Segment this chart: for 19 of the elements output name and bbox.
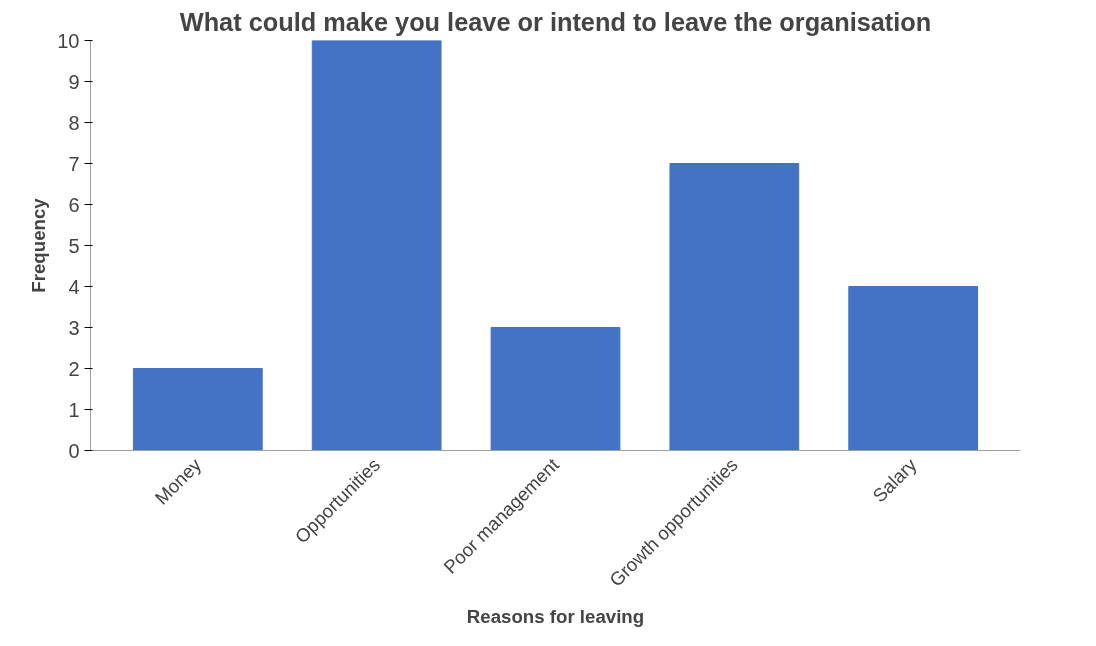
y-tick-label: 2 bbox=[68, 357, 80, 380]
y-tick-label: 7 bbox=[68, 152, 80, 175]
y-tick-label: 9 bbox=[68, 70, 80, 93]
y-tick-label: 10 bbox=[57, 29, 80, 52]
bar bbox=[132, 368, 263, 451]
x-axis-title: Reasons for leaving bbox=[466, 606, 645, 628]
bar bbox=[311, 40, 442, 451]
chart-title: What could make you leave or intend to leave the organisation bbox=[179, 7, 932, 36]
y-tick-label: 1 bbox=[68, 398, 80, 421]
bar bbox=[669, 163, 800, 451]
y-tick-label: 4 bbox=[68, 275, 80, 298]
y-tick-label: 6 bbox=[68, 193, 80, 216]
y-tick-label: 8 bbox=[68, 111, 80, 134]
bar bbox=[490, 327, 621, 451]
y-tick-label: 5 bbox=[68, 234, 80, 257]
y-tick-label: 0 bbox=[68, 439, 80, 462]
y-axis-title: Frequency bbox=[28, 197, 50, 293]
bar bbox=[848, 286, 979, 451]
y-tick-label: 3 bbox=[68, 316, 80, 339]
